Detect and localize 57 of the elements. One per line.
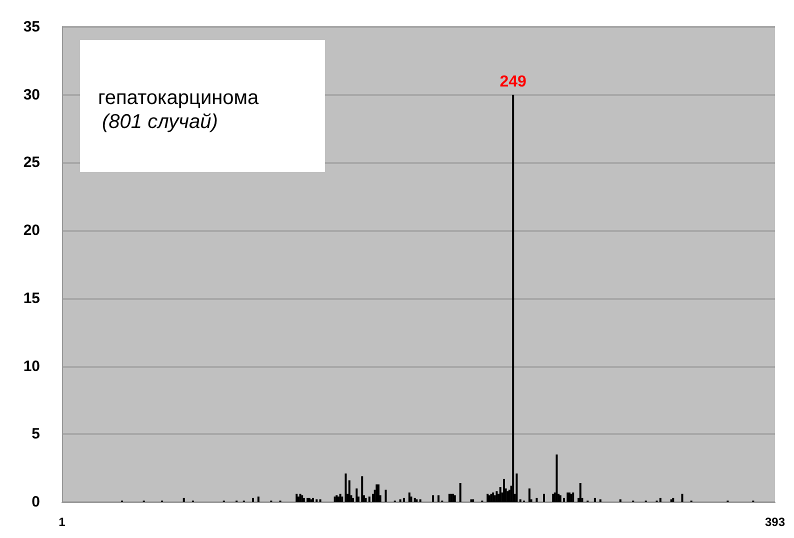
bar xyxy=(454,495,456,502)
bar xyxy=(384,490,387,502)
bar xyxy=(594,498,596,502)
bar xyxy=(452,494,454,502)
bar xyxy=(316,499,318,502)
x-tick-label: 393 xyxy=(764,515,786,529)
bar xyxy=(410,496,412,502)
y-tick-label: 25 xyxy=(23,154,40,172)
bar xyxy=(472,499,474,502)
bar xyxy=(257,496,260,502)
bar xyxy=(459,483,462,502)
y-tick-label: 35 xyxy=(23,18,40,36)
y-tick-label: 5 xyxy=(32,426,40,443)
y-tick-label: 20 xyxy=(23,222,40,240)
bar xyxy=(599,499,602,502)
y-tick-label: 15 xyxy=(23,290,40,307)
bar xyxy=(659,498,662,502)
bar xyxy=(252,498,254,502)
bar xyxy=(496,491,498,502)
bar xyxy=(182,498,185,502)
bar xyxy=(486,494,489,502)
bar xyxy=(681,494,684,502)
bar xyxy=(579,483,582,502)
bar xyxy=(543,494,546,502)
bar xyxy=(519,499,522,502)
bar xyxy=(377,484,380,502)
bar xyxy=(470,499,472,502)
bar xyxy=(419,499,422,502)
bar xyxy=(619,499,622,502)
bar xyxy=(512,94,514,502)
x-tick-label: 1 xyxy=(58,515,66,529)
text-box: гепатокарцинома (801 случай) xyxy=(80,40,325,172)
bar xyxy=(528,488,530,502)
bar xyxy=(536,498,538,502)
bar xyxy=(566,492,569,502)
bar xyxy=(296,494,298,502)
y-tick-label: 0 xyxy=(32,494,40,510)
bar xyxy=(319,499,322,502)
bar xyxy=(356,488,358,502)
bar xyxy=(302,498,305,502)
y-tick-label: 10 xyxy=(23,358,40,375)
bar xyxy=(364,498,367,502)
bar xyxy=(556,454,558,502)
bar xyxy=(399,499,402,502)
bar xyxy=(432,495,434,502)
bar xyxy=(348,480,350,502)
bar xyxy=(376,484,378,502)
bar xyxy=(344,474,347,502)
bar xyxy=(438,495,440,502)
bar xyxy=(502,478,505,502)
bar xyxy=(297,496,300,502)
y-tick-label: 30 xyxy=(23,86,40,104)
bar xyxy=(312,498,314,502)
bar xyxy=(368,496,370,502)
annotation: 249 xyxy=(500,73,527,90)
bar xyxy=(402,498,405,502)
bar xyxy=(361,476,364,502)
